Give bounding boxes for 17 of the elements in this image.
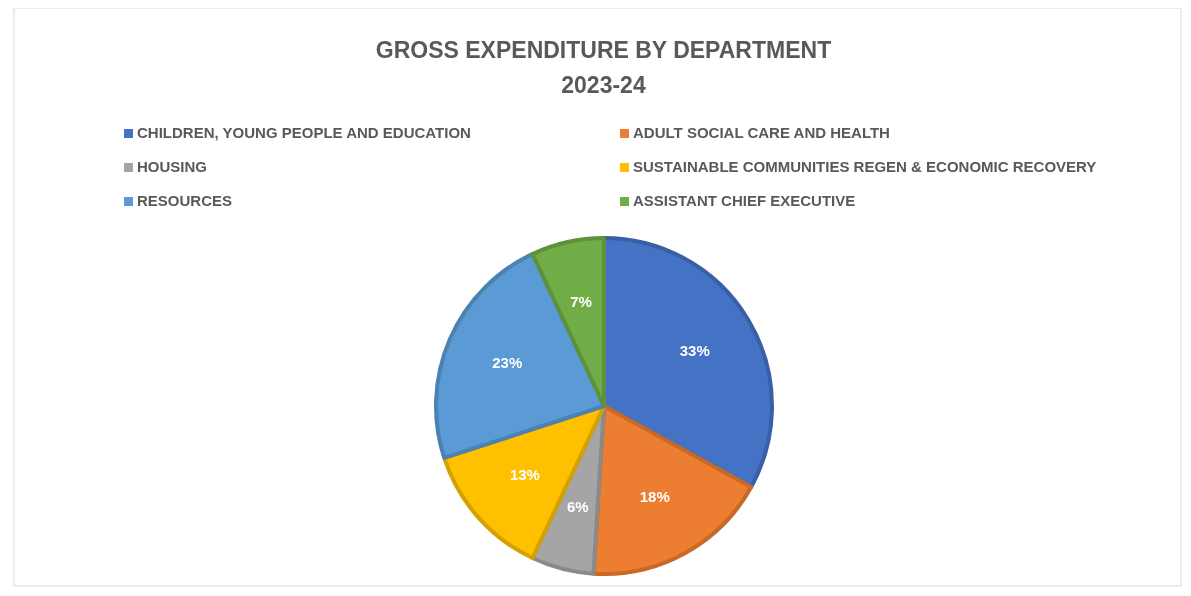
data-label: 33% — [679, 342, 710, 360]
data-label: 7% — [570, 293, 592, 311]
data-label: 6% — [566, 498, 589, 516]
legend-label: ASSISTANT CHIEF EXECUTIVE — [633, 191, 856, 209]
legend-label: HOUSING — [137, 157, 208, 175]
legend-label: CHILDREN, YOUNG PEOPLE AND EDUCATION — [137, 123, 471, 141]
legend-label: RESOURCES — [137, 191, 233, 209]
pie-slice — [591, 404, 754, 576]
data-label: 13% — [509, 465, 540, 483]
data-label: 18% — [639, 488, 670, 506]
pie-slice — [530, 236, 606, 408]
chart-title: GROSS EXPENDITURE BY DEPARTMENT — [375, 37, 832, 63]
pie-slice — [434, 251, 606, 460]
legend-label: ADULT SOCIAL CARE AND HEALTH — [633, 123, 890, 141]
data-label: 23% — [492, 354, 523, 372]
legend-label: SUSTAINABLE COMMUNITIES REGEN & ECONOMIC RECOVERY — [633, 157, 1097, 175]
chart-subtitle: 2023-24 — [561, 72, 646, 98]
